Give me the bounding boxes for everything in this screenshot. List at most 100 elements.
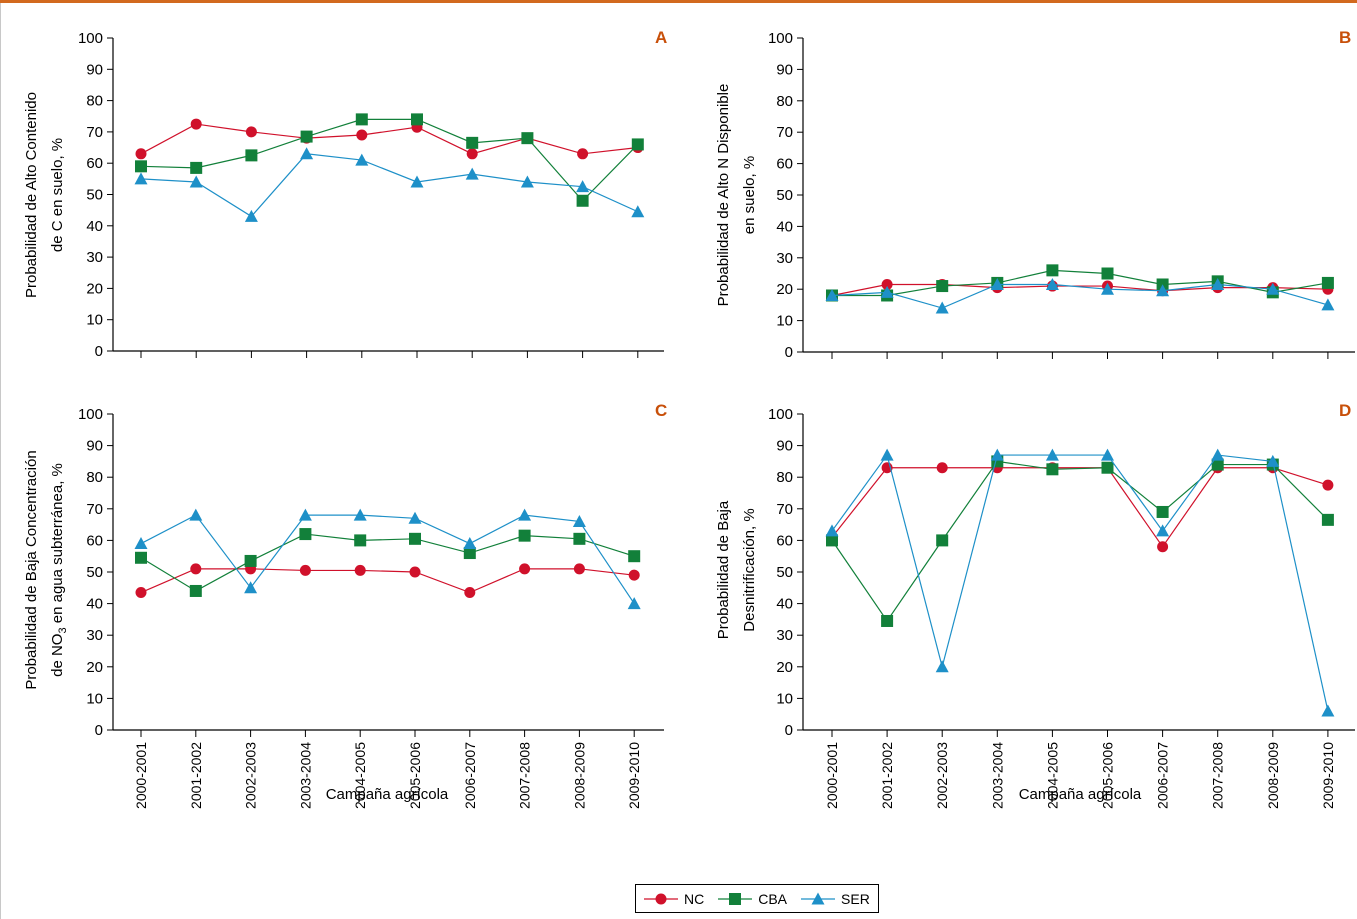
data-point-ser	[465, 167, 479, 180]
series-line-ser	[140, 153, 639, 218]
y-axis-label: de NO3 en agua subterránea, %	[49, 463, 69, 677]
data-point-ser	[244, 581, 258, 594]
data-point-cba	[190, 161, 203, 174]
panel-letter: D	[1339, 401, 1351, 420]
y-tick-label: 60	[86, 155, 103, 172]
data-point-ser	[1321, 298, 1335, 311]
data-point-ser	[520, 175, 534, 188]
series-line-cba	[832, 269, 1329, 297]
y-tick-label: 60	[776, 532, 793, 549]
data-point-ser	[1266, 454, 1280, 467]
x-tick-label: 2003-2004	[989, 742, 1005, 809]
series-line-ser	[831, 453, 1329, 712]
data-point-nc	[356, 129, 368, 141]
legend-label-nc: NC	[684, 890, 705, 907]
data-point-cba	[1321, 276, 1334, 289]
data-point-nc	[135, 148, 147, 160]
data-point-cba	[826, 534, 838, 547]
series-line-ser	[831, 283, 1329, 309]
panel-a: 0 10 20 30 40 50 60 70 80 90 100 Probabilidad de Al…	[23, 28, 667, 360]
series-line-nc	[831, 283, 1328, 297]
data-point-ser	[825, 524, 839, 537]
data-point-ser	[1045, 277, 1059, 290]
left-rule	[0, 3, 1, 919]
x-axis-label: Campaña agrícola	[1019, 786, 1142, 803]
x-tick-label: 2001-2002	[188, 742, 204, 809]
y-tick-label: 30	[776, 250, 793, 267]
data-point-nc	[881, 278, 893, 290]
data-point-nc	[190, 563, 202, 575]
x-tick-label: 2004-2005	[352, 742, 368, 809]
y-tick-label: 60	[776, 156, 793, 173]
data-point-cba	[1101, 461, 1114, 474]
x-tick-label: 2007-2008	[517, 742, 533, 809]
y-tick-label: 30	[86, 249, 103, 266]
y-tick-label: 0	[785, 344, 793, 361]
data-point-cba	[1101, 267, 1114, 280]
y-tick-label: 100	[78, 30, 103, 47]
data-point-nc	[577, 148, 589, 160]
y-tick-label: 40	[776, 596, 793, 613]
y-tick-label: 20	[776, 659, 793, 676]
y-tick-label: 90	[776, 438, 793, 455]
x-tick-label: 2003-2004	[297, 742, 313, 809]
data-point-ser	[134, 172, 148, 185]
data-point-cba	[631, 138, 644, 151]
data-point-ser	[935, 660, 949, 673]
data-point-cba	[881, 614, 894, 627]
data-point-nc	[1322, 479, 1334, 491]
data-point-ser	[408, 511, 422, 524]
data-point-nc	[409, 566, 421, 578]
y-tick-label: 30	[776, 627, 793, 644]
series-line-nc	[140, 123, 638, 155]
data-point-nc	[466, 148, 478, 160]
y-tick-label: 70	[776, 124, 793, 141]
data-point-cba	[245, 149, 258, 162]
y-tick-label: 50	[86, 187, 103, 204]
data-point-cba	[354, 534, 367, 547]
y-tick-label: 90	[86, 61, 103, 78]
data-point-ser	[576, 180, 590, 193]
data-point-ser	[463, 537, 477, 550]
panel-b: 0 10 20 30 40 50 60 70 80 90 100 Probabilidad de Al…	[715, 28, 1355, 361]
x-tick-label: 2006-2007	[1155, 742, 1171, 809]
data-point-cba	[466, 136, 479, 149]
data-point-ser	[825, 288, 839, 301]
y-tick-label: 80	[86, 93, 103, 110]
x-tick-label: 2004-2005	[1044, 742, 1060, 809]
data-point-ser	[1156, 524, 1170, 537]
data-point-nc	[299, 564, 311, 576]
top-rule	[0, 0, 1357, 3]
legend-label-ser: SER	[841, 890, 870, 907]
data-point-ser	[880, 448, 894, 461]
data-point-nc	[936, 462, 948, 474]
x-tick-label: 2008-2009	[1265, 742, 1281, 809]
panel-letter: B	[1339, 28, 1351, 47]
data-point-ser	[300, 147, 314, 160]
data-point-cba	[1211, 458, 1224, 471]
y-tick-label: 70	[86, 124, 103, 141]
data-point-cba	[518, 529, 531, 542]
y-tick-label: 50	[776, 564, 793, 581]
y-tick-label: 60	[86, 532, 103, 549]
data-point-ser	[353, 508, 367, 521]
series-line-cba	[140, 533, 635, 592]
data-point-ser	[990, 448, 1004, 461]
x-tick-label: 2005-2006	[1100, 742, 1116, 809]
legend-item-ser: SER	[799, 891, 870, 907]
data-point-ser	[298, 508, 312, 521]
data-point-cba	[409, 532, 421, 545]
data-point-cba	[576, 194, 589, 207]
data-point-ser	[1321, 704, 1335, 717]
data-point-nc	[519, 563, 531, 575]
data-point-nc	[135, 587, 147, 599]
data-point-ser	[244, 209, 258, 222]
series-line-nc	[140, 568, 635, 594]
y-tick-label: 80	[86, 469, 103, 486]
x-tick-label: 2008-2009	[571, 742, 587, 809]
x-tick-label: 2006-2007	[462, 742, 478, 809]
data-point-ser	[134, 537, 148, 550]
y-tick-label: 30	[86, 627, 103, 644]
y-axis-label: en suelo, %	[741, 156, 758, 234]
